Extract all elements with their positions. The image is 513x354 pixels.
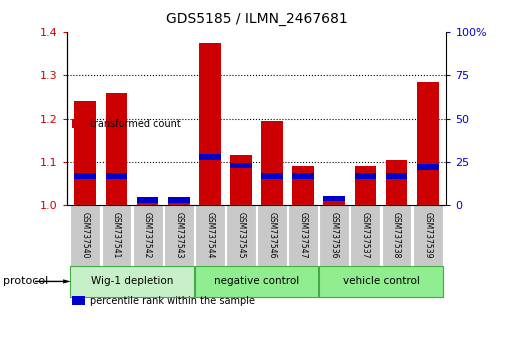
Bar [70,205,101,266]
Text: GSM737545: GSM737545 [236,212,245,259]
Bar [382,205,411,266]
Text: GDS5185 / ILMN_2467681: GDS5185 / ILMN_2467681 [166,12,347,27]
Bar [261,121,283,205]
Bar [164,205,193,266]
Text: transformed count: transformed count [90,119,181,129]
Bar [136,197,159,205]
Text: Wig-1 depletion: Wig-1 depletion [91,276,173,286]
Text: percentile rank within the sample: percentile rank within the sample [90,296,255,306]
Bar [323,195,345,201]
Text: GSM737546: GSM737546 [268,212,277,259]
Bar [292,166,314,205]
Text: GSM737547: GSM737547 [299,212,308,259]
Text: GSM737541: GSM737541 [112,212,121,259]
Bar [168,197,190,203]
Text: negative control: negative control [214,276,299,286]
Bar [136,197,159,203]
Text: protocol: protocol [3,276,48,286]
Bar [195,266,318,297]
Bar [230,162,252,168]
Bar [74,101,96,205]
Text: GSM737543: GSM737543 [174,212,183,259]
Bar [257,205,287,266]
Bar [386,160,407,205]
Text: GSM737536: GSM737536 [330,212,339,259]
Bar [386,173,407,179]
Text: vehicle control: vehicle control [343,276,420,286]
Bar [354,173,377,179]
Bar [199,43,221,205]
Bar [106,92,127,205]
Bar [168,197,190,205]
Bar [320,205,349,266]
Bar [261,173,283,179]
Bar [199,154,221,160]
Text: GSM737542: GSM737542 [143,212,152,259]
Bar [350,205,380,266]
Bar [195,205,225,266]
Bar [417,82,439,205]
Text: GSM737540: GSM737540 [81,212,90,259]
Bar [230,155,252,205]
Bar [288,205,318,266]
Text: GSM737537: GSM737537 [361,212,370,259]
Bar [133,205,163,266]
Text: GSM737538: GSM737538 [392,212,401,259]
Bar [74,173,96,179]
Bar [70,266,193,297]
Bar [354,166,377,205]
Bar [417,164,439,170]
Bar [102,205,131,266]
Bar [412,205,443,266]
Bar [320,266,443,297]
Bar [292,173,314,179]
Bar [106,173,127,179]
Text: GSM737539: GSM737539 [423,212,432,259]
Bar [323,199,345,205]
Bar [226,205,256,266]
Text: GSM737544: GSM737544 [205,212,214,259]
